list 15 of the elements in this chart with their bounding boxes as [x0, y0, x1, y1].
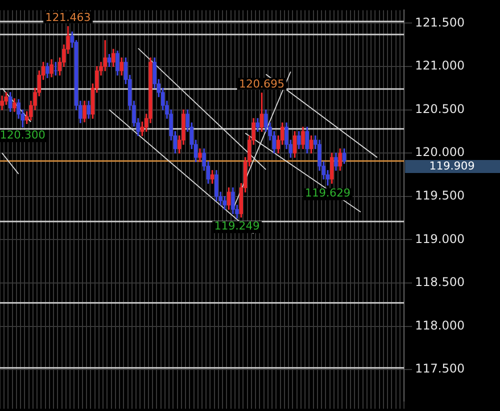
y-tick-label: 121.000: [415, 58, 465, 73]
y-tick-label: 117.500: [415, 362, 465, 376]
y-tick-label: 119.000: [415, 232, 465, 246]
ref-line-label: 119.909: [429, 159, 475, 172]
y-tick-label: 119.500: [415, 188, 465, 203]
y-tick-label: 118.000: [415, 318, 465, 332]
y-tick-label: 120.500: [415, 102, 465, 116]
annotation: 119.249: [214, 220, 260, 233]
y-tick-label: 120.000: [415, 145, 465, 160]
y-tick-label: 121.500: [415, 15, 465, 30]
annotation: 120.695: [239, 77, 285, 90]
y-tick-label: 118.500: [415, 275, 465, 290]
annotation: 120.300: [0, 128, 46, 142]
annotation: 119.629: [304, 186, 350, 200]
annotation: 121.463: [45, 10, 91, 24]
